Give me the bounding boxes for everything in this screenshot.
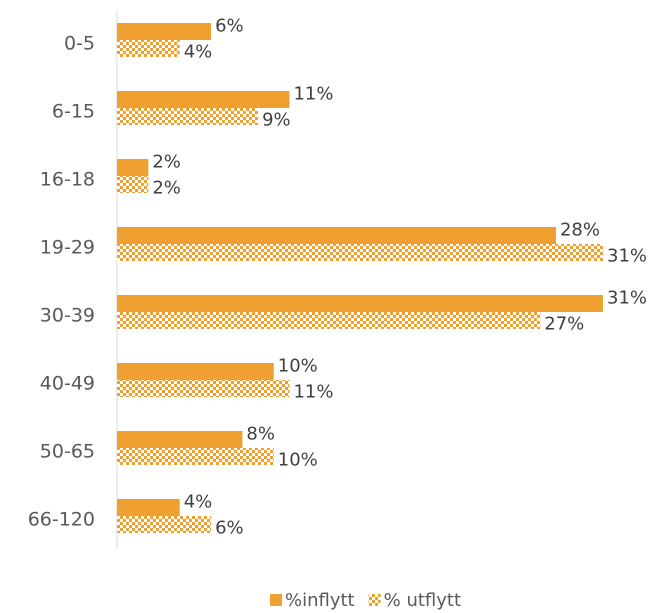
data-label: 8% [246, 424, 275, 445]
data-label: 4% [184, 492, 213, 513]
bar [117, 227, 556, 244]
data-label: 4% [184, 42, 213, 63]
bar [117, 159, 149, 176]
category-label: 16-18 [40, 169, 95, 191]
bar [117, 499, 180, 516]
bar [117, 363, 274, 380]
data-label: 10% [278, 450, 318, 471]
bar [117, 244, 603, 261]
category-label: 50-65 [40, 441, 95, 463]
data-label: 2% [152, 152, 181, 173]
data-label: 6% [215, 16, 244, 37]
legend-label: %inflytt [285, 590, 355, 611]
data-label: 27% [544, 314, 584, 335]
category-label: 6-15 [52, 101, 95, 123]
bar [117, 312, 541, 329]
legend-swatch [270, 594, 282, 606]
data-label: 31% [607, 246, 647, 267]
bar [117, 91, 290, 108]
bar [117, 108, 259, 125]
legend-label: % utflytt [384, 590, 461, 611]
category-label: 0-5 [64, 33, 95, 55]
bar [117, 40, 180, 57]
data-label: 9% [262, 110, 291, 131]
data-label: 31% [607, 288, 647, 309]
bar [117, 295, 603, 312]
data-label: 28% [560, 220, 600, 241]
bar [117, 448, 274, 465]
bar [117, 516, 212, 533]
bar [117, 23, 212, 40]
category-label: 40-49 [40, 373, 95, 395]
data-label: 10% [278, 356, 318, 377]
data-label: 11% [293, 84, 333, 105]
data-label: 11% [293, 382, 333, 403]
bar [117, 176, 149, 193]
category-label: 30-39 [40, 305, 95, 327]
category-label: 66-120 [28, 509, 95, 531]
legend-swatch [368, 594, 381, 606]
category-label: 19-29 [40, 237, 95, 259]
data-label: 6% [215, 518, 244, 539]
data-label: 2% [152, 178, 181, 199]
bar [117, 431, 243, 448]
bar [117, 380, 290, 397]
